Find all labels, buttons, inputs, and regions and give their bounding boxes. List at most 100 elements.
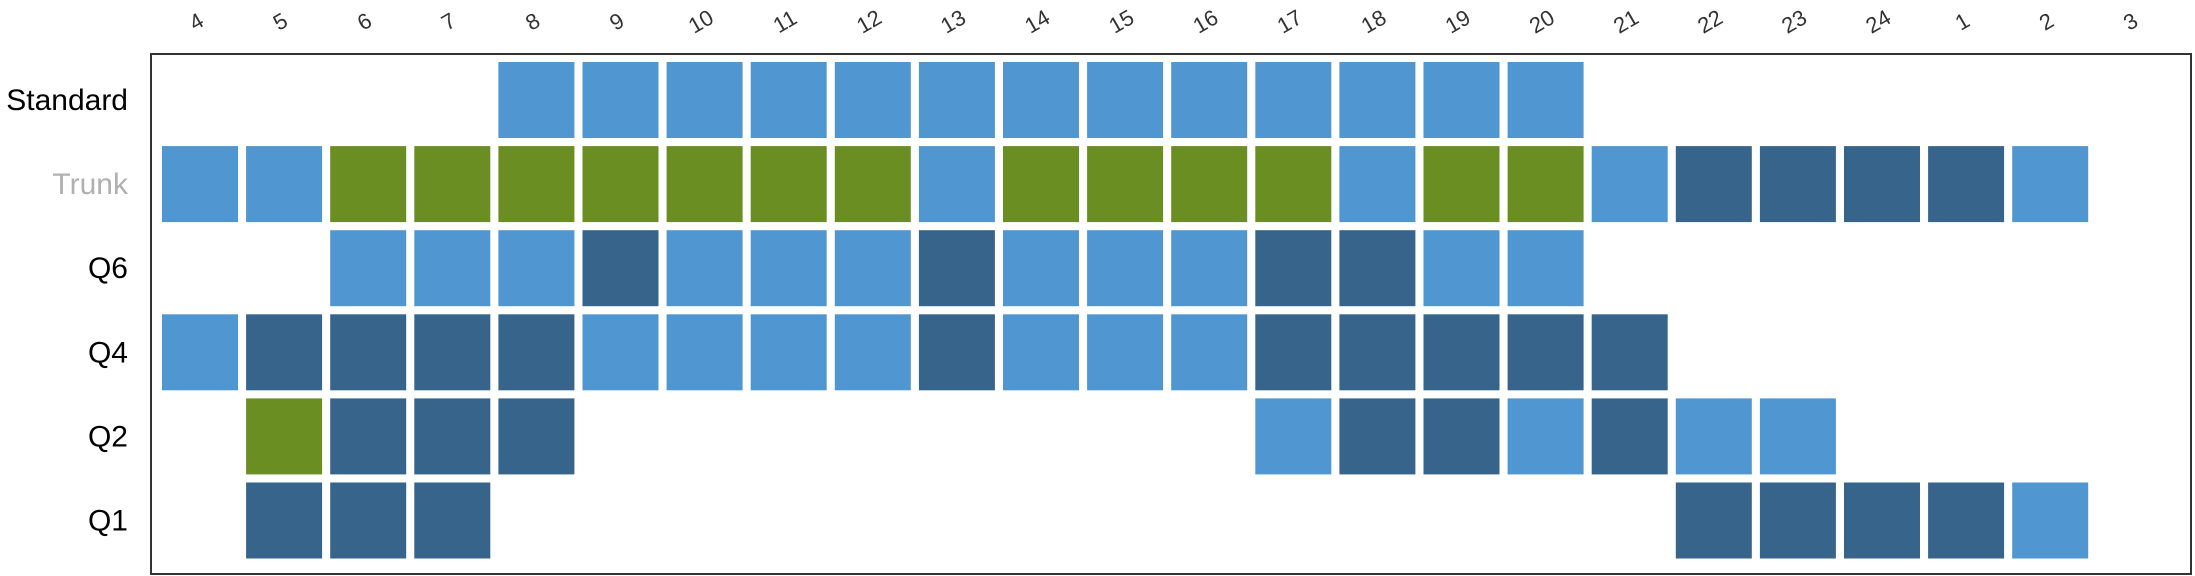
heatmap-cell-standard-15 bbox=[1087, 62, 1164, 138]
heatmap-cell-q2-21 bbox=[1591, 398, 1668, 475]
column-label-3: 3 bbox=[2119, 8, 2142, 36]
heatmap-cell-q2-19 bbox=[1423, 398, 1500, 475]
heatmap-cell-trunk-6 bbox=[330, 146, 407, 223]
cells-layer bbox=[162, 62, 2089, 559]
heatmap-cell-trunk-14 bbox=[1003, 146, 1079, 223]
heatmap-cell-q6-15 bbox=[1087, 230, 1164, 307]
heatmap-cell-standard-14 bbox=[1003, 62, 1079, 138]
row-labels: Standard Trunk Q6 Q4 Q2 Q1 bbox=[6, 84, 129, 538]
heatmap-cell-trunk-13 bbox=[918, 146, 995, 223]
heatmap-cell-q4-17 bbox=[1255, 314, 1332, 391]
heatmap-cell-q6-9 bbox=[582, 230, 659, 307]
column-label-11: 11 bbox=[769, 5, 801, 38]
heatmap-cell-q4-11 bbox=[750, 314, 827, 391]
heatmap-cell-q2-18 bbox=[1339, 398, 1416, 475]
column-label-24: 24 bbox=[1861, 5, 1895, 39]
heatmap-cell-trunk-15 bbox=[1087, 146, 1164, 223]
column-label-14: 14 bbox=[1020, 5, 1054, 39]
heatmap-cell-trunk-17 bbox=[1255, 146, 1332, 223]
heatmap-cell-trunk-19 bbox=[1423, 146, 1500, 223]
heatmap-cell-q6-20 bbox=[1507, 230, 1584, 307]
row-label-trunk: Trunk bbox=[52, 168, 129, 201]
heatmap-cell-trunk-18 bbox=[1339, 146, 1416, 223]
heatmap-cell-q2-23 bbox=[1759, 398, 1836, 475]
heatmap-cell-q4-4 bbox=[162, 314, 238, 391]
heatmap-cell-trunk-20 bbox=[1507, 146, 1584, 223]
column-labels: 4 5 6 7 8 9 10 11 12 13 14 15 16 17 18 19 20 21 22 23 24 1 2 3 bbox=[185, 5, 2142, 39]
heatmap-cell-q4-10 bbox=[666, 314, 743, 391]
row-label-q1: Q1 bbox=[88, 505, 128, 538]
row-label-standard: Standard bbox=[6, 84, 128, 117]
heatmap-cell-standard-20 bbox=[1507, 62, 1584, 138]
heatmap-cell-trunk-22 bbox=[1675, 146, 1752, 223]
heatmap-cell-q4-16 bbox=[1171, 314, 1248, 391]
heatmap-cell-q6-10 bbox=[666, 230, 743, 307]
heatmap-cell-q4-21 bbox=[1591, 314, 1668, 391]
column-label-8: 8 bbox=[521, 8, 544, 36]
heatmap-cell-q1-6 bbox=[330, 482, 407, 559]
heatmap-cell-q2-6 bbox=[330, 398, 407, 475]
column-label-4: 4 bbox=[185, 8, 208, 36]
heatmap-cell-q6-8 bbox=[498, 230, 575, 307]
heatmap-cell-q4-7 bbox=[414, 314, 491, 391]
heatmap-cell-trunk-16 bbox=[1171, 146, 1248, 223]
heatmap-cell-q1-2 bbox=[2012, 482, 2089, 559]
heatmap-cell-q1-1 bbox=[1928, 482, 2005, 559]
column-label-1: 1 bbox=[1951, 8, 1974, 36]
heatmap-cell-standard-18 bbox=[1339, 62, 1416, 138]
heatmap-cell-trunk-12 bbox=[834, 146, 911, 223]
heatmap-cell-q2-7 bbox=[414, 398, 491, 475]
heatmap-cell-q4-15 bbox=[1087, 314, 1164, 391]
heatmap-cell-trunk-11 bbox=[750, 146, 827, 223]
heatmap-cell-standard-19 bbox=[1423, 62, 1500, 138]
column-label-23: 23 bbox=[1777, 5, 1811, 39]
row-label-q2: Q2 bbox=[88, 420, 128, 453]
heatmap-cell-q4-5 bbox=[246, 314, 323, 391]
heatmap-cell-standard-17 bbox=[1255, 62, 1332, 138]
column-label-7: 7 bbox=[437, 8, 460, 36]
heatmap-cell-q4-14 bbox=[1003, 314, 1079, 391]
column-label-6: 6 bbox=[353, 8, 376, 36]
heatmap-cell-trunk-1 bbox=[1928, 146, 2005, 223]
row-label-q4: Q4 bbox=[88, 336, 128, 369]
heatmap-cell-q6-17 bbox=[1255, 230, 1332, 307]
heatmap-cell-q2-22 bbox=[1675, 398, 1752, 475]
heatmap-cell-standard-16 bbox=[1171, 62, 1248, 138]
heatmap-cell-q6-13 bbox=[918, 230, 995, 307]
heatmap-cell-q2-5 bbox=[246, 398, 323, 475]
heatmap-cell-trunk-4 bbox=[162, 146, 238, 223]
heatmap-cell-q4-6 bbox=[330, 314, 407, 391]
heatmap-cell-trunk-8 bbox=[498, 146, 575, 223]
heatmap-cell-q6-12 bbox=[834, 230, 911, 307]
heatmap-cell-q4-13 bbox=[918, 314, 995, 391]
column-label-21: 21 bbox=[1609, 5, 1643, 39]
column-label-15: 15 bbox=[1104, 5, 1138, 39]
column-label-16: 16 bbox=[1189, 5, 1223, 39]
column-label-20: 20 bbox=[1525, 5, 1559, 39]
column-label-22: 22 bbox=[1693, 5, 1727, 39]
heatmap-cell-q2-17 bbox=[1255, 398, 1332, 475]
heatmap-cell-q6-19 bbox=[1423, 230, 1500, 307]
column-label-5: 5 bbox=[269, 8, 292, 36]
row-label-q6: Q6 bbox=[88, 252, 128, 285]
heatmap-cell-standard-12 bbox=[834, 62, 911, 138]
heatmap-cell-q4-12 bbox=[834, 314, 911, 391]
column-label-12: 12 bbox=[852, 5, 886, 39]
heatmap-cell-q6-6 bbox=[330, 230, 407, 307]
heatmap-cell-q6-16 bbox=[1171, 230, 1248, 307]
heatmap-cell-trunk-7 bbox=[414, 146, 491, 223]
heatmap-cell-trunk-21 bbox=[1591, 146, 1668, 223]
heatmap-cell-q4-8 bbox=[498, 314, 575, 391]
heatmap-cell-q2-20 bbox=[1507, 398, 1584, 475]
heatmap-cell-q1-7 bbox=[414, 482, 491, 559]
heatmap-cell-q4-19 bbox=[1423, 314, 1500, 391]
heatmap-cell-standard-11 bbox=[750, 62, 827, 138]
column-label-9: 9 bbox=[605, 8, 628, 36]
heatmap-cell-standard-13 bbox=[918, 62, 995, 138]
heatmap-cell-q4-18 bbox=[1339, 314, 1416, 391]
heatmap-cell-trunk-2 bbox=[2012, 146, 2089, 223]
heatmap-cell-trunk-9 bbox=[582, 146, 659, 223]
heatmap-cell-q1-24 bbox=[1844, 482, 1920, 559]
heatmap-cell-standard-9 bbox=[582, 62, 659, 138]
